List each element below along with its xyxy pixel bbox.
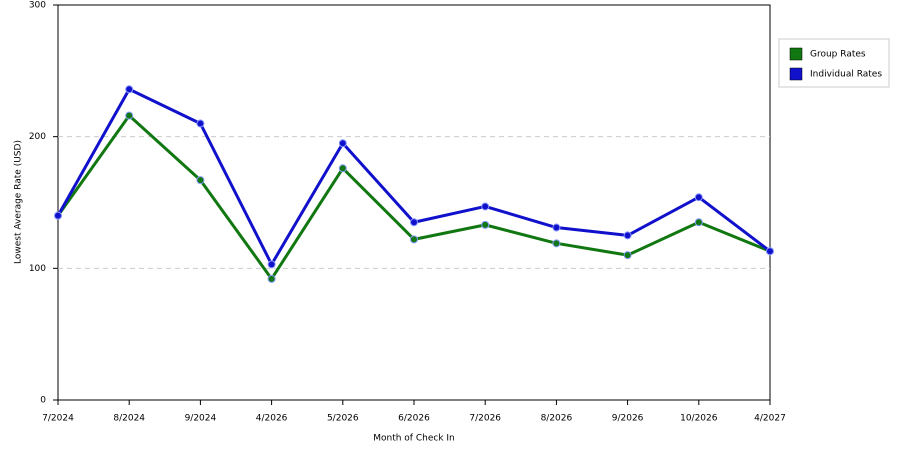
x-tick-label: 4/2027 <box>754 414 786 424</box>
data-point <box>694 193 703 202</box>
plot-area <box>57 4 771 401</box>
data-point <box>410 218 418 227</box>
x-tick-label: 8/2026 <box>541 414 573 424</box>
x-tick-label: 9/2026 <box>612 414 644 424</box>
data-point <box>125 111 134 120</box>
legend-swatch <box>789 47 803 61</box>
y-tick-label: 0 <box>40 396 46 406</box>
legend-swatch <box>789 67 803 81</box>
legend-label: Group Rates <box>810 50 866 60</box>
data-point <box>196 119 205 128</box>
data-point <box>338 164 347 173</box>
data-point <box>338 139 347 148</box>
y-tick-label: 200 <box>29 132 46 142</box>
data-point <box>694 218 703 227</box>
x-tick-label: 7/2026 <box>469 414 501 424</box>
legend-label: Individual Rates <box>810 70 882 80</box>
data-point <box>196 176 205 185</box>
x-tick-label: 7/2024 <box>42 414 74 424</box>
data-point <box>267 260 276 269</box>
data-point <box>481 220 490 229</box>
x-tick-label: 6/2026 <box>398 414 430 424</box>
y-tick-label: 300 <box>29 1 46 11</box>
data-point <box>267 274 276 283</box>
y-axis-label: Lowest Average Rate (USD) <box>14 140 24 264</box>
data-point <box>552 239 561 248</box>
data-point <box>766 247 774 256</box>
data-point <box>623 251 632 260</box>
x-axis-label: Month of Check In <box>373 434 455 444</box>
data-point <box>623 231 632 240</box>
data-point <box>552 223 561 232</box>
data-point <box>125 85 134 94</box>
y-tick-label: 100 <box>29 264 46 274</box>
x-tick-label: 8/2024 <box>113 414 145 424</box>
data-point <box>410 235 418 244</box>
x-tick-label: 5/2026 <box>327 414 359 424</box>
x-tick-label: 10/2026 <box>680 414 718 424</box>
data-point <box>54 211 62 220</box>
x-tick-label: 9/2024 <box>185 414 217 424</box>
data-point <box>481 202 490 211</box>
x-tick-label: 4/2026 <box>256 414 288 424</box>
